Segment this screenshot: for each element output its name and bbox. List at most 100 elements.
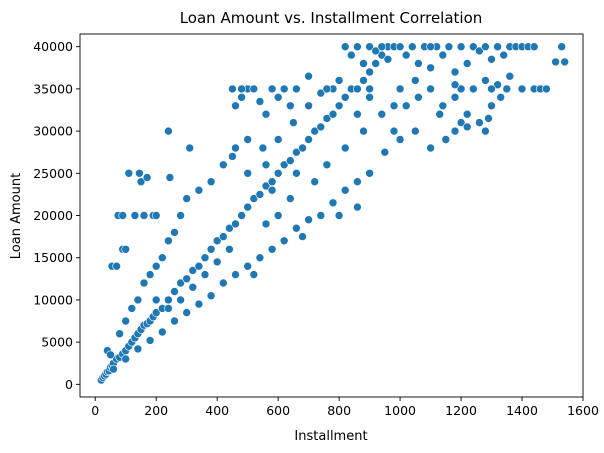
scatter-point [185, 143, 194, 153]
scatter-point [407, 42, 417, 52]
scatter-point [456, 118, 466, 127]
scatter-point [249, 194, 259, 203]
scatter-point [426, 143, 435, 153]
scatter-point [285, 101, 295, 111]
scatter-point [316, 122, 326, 132]
y-tick-label: 35000 [33, 81, 73, 96]
scatter-point [194, 299, 204, 309]
scatter-point [176, 211, 185, 220]
scatter-point [292, 147, 301, 157]
scatter-point [316, 88, 326, 98]
scatter-point [328, 198, 338, 208]
y-axis-label: Loan Amount [9, 173, 24, 259]
scatter-point [158, 327, 167, 337]
scatter-point [164, 304, 173, 313]
scatter-point [200, 253, 210, 263]
scatter-point [243, 169, 252, 178]
scatter-point [304, 215, 313, 224]
scatter-point [170, 316, 179, 326]
scatter-point [219, 278, 228, 288]
scatter-point [121, 354, 130, 364]
scatter-point [273, 211, 283, 220]
scatter-point [145, 270, 155, 279]
scatter-point [231, 101, 240, 111]
scatter-point [450, 93, 460, 102]
scatter-point [170, 287, 179, 296]
x-tick-label: 800 [327, 403, 351, 418]
y-tick-label: 30000 [33, 124, 73, 139]
x-tick-label: 1600 [567, 403, 599, 418]
scatter-point [340, 185, 350, 195]
scatter-point [170, 228, 179, 237]
scatter-point [487, 84, 496, 94]
scatter-point [475, 118, 484, 127]
scatter-point [194, 261, 204, 271]
scatter-point [124, 169, 134, 178]
x-tick-label: 0 [91, 403, 99, 418]
scatter-point [261, 109, 271, 119]
scatter-point [414, 93, 423, 102]
scatter-point [145, 336, 155, 345]
scatter-points [97, 42, 570, 385]
y-tick-label: 0 [65, 377, 73, 392]
x-tick-label: 200 [144, 403, 168, 418]
scatter-point [475, 46, 484, 56]
scatter-point [414, 59, 423, 68]
scatter-point [435, 109, 445, 119]
scatter-point [249, 84, 259, 94]
scatter-point [493, 80, 502, 89]
scatter-point [225, 223, 234, 233]
scatter-point [135, 169, 144, 178]
scatter-point [365, 67, 374, 77]
scatter-point [176, 278, 185, 288]
x-tick-label: 1000 [384, 403, 416, 418]
scatter-point [231, 219, 240, 229]
scatter-point [493, 42, 502, 52]
scatter-point [243, 202, 252, 212]
scatter-point [499, 50, 509, 60]
scatter-point [371, 46, 381, 56]
scatter-point [237, 211, 246, 220]
scatter-point [237, 84, 246, 94]
scatter-point [258, 143, 268, 153]
scatter-point [206, 245, 216, 254]
scatter-point [304, 135, 313, 144]
scatter-point [279, 236, 289, 246]
scatter-point [487, 101, 496, 111]
y-tick-label: 40000 [33, 39, 73, 54]
scatter-point [237, 93, 246, 102]
scatter-point [255, 253, 265, 263]
scatter-point [228, 152, 237, 161]
scatter-point [194, 185, 204, 195]
x-tick-label: 600 [266, 403, 290, 418]
scatter-point [551, 57, 560, 67]
scatter-point [151, 211, 161, 220]
scatter-point [468, 84, 478, 94]
scatter-point [334, 101, 344, 111]
x-axis-ticks: 0 200 400 600 800 1000 1200 1400 1600 [91, 397, 599, 418]
scatter-point [340, 42, 350, 52]
scatter-point [158, 253, 167, 263]
scatter-point [188, 266, 198, 275]
scatter-point [200, 270, 210, 279]
plot-frame [79, 33, 584, 398]
scatter-point [481, 126, 490, 136]
scatter-point [395, 42, 405, 52]
scatter-point [410, 126, 420, 136]
scatter-point [133, 295, 143, 305]
scatter-point [450, 80, 460, 89]
scatter-point [206, 291, 216, 301]
scatter-point [206, 177, 216, 186]
scatter-point [444, 42, 454, 52]
scatter-point [289, 118, 298, 127]
scatter-point [255, 190, 265, 199]
scatter-point [496, 93, 506, 102]
scatter-point [426, 63, 435, 73]
scatter-point [136, 177, 146, 186]
scatter-point [212, 257, 222, 267]
scatter-point [133, 344, 143, 354]
scatter-point [285, 156, 295, 165]
scatter-point [353, 42, 362, 52]
scatter-point [255, 97, 265, 106]
scatter-point [267, 177, 277, 186]
